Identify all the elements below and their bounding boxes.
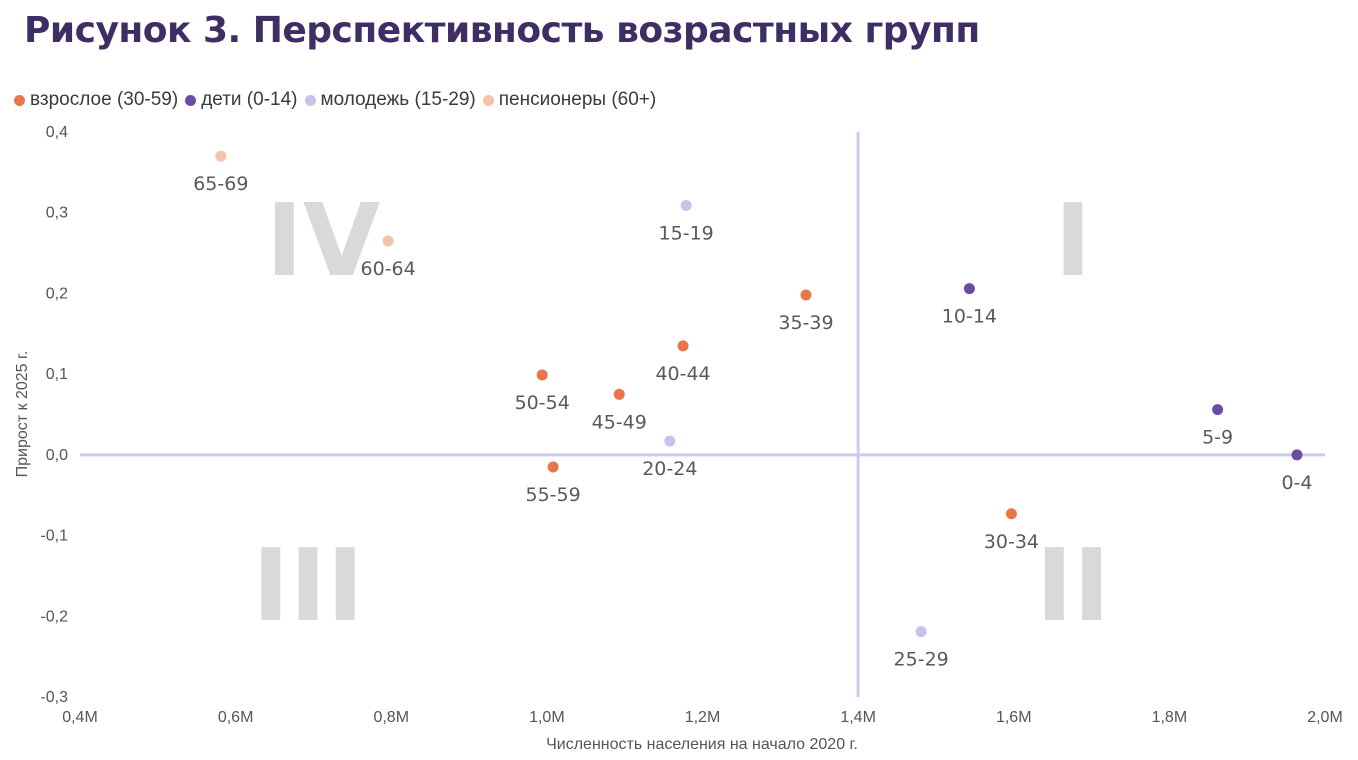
- point-marker[interactable]: [547, 461, 559, 473]
- point-label: 65-69: [193, 173, 248, 195]
- quadrant-label-top-right: I: [1054, 182, 1091, 299]
- legend-label: взрослое (30-59): [30, 89, 179, 110]
- data-point-60-64[interactable]: 60-64: [361, 235, 416, 280]
- point-marker[interactable]: [382, 235, 394, 247]
- quadrant-label-top-left: IV: [266, 182, 381, 299]
- point-label: 10-14: [942, 306, 997, 328]
- point-marker[interactable]: [915, 626, 927, 638]
- y-tick-label: -0,1: [40, 528, 68, 545]
- data-point-55-59[interactable]: 55-59: [525, 461, 581, 506]
- data-point-15-19[interactable]: 15-19: [659, 199, 714, 245]
- point-marker[interactable]: [680, 199, 692, 211]
- legend-item-youth[interactable]: молодежь (15-29): [304, 89, 476, 111]
- x-tick-label: 0,6M: [218, 709, 254, 726]
- data-point-20-24[interactable]: 20-24: [642, 435, 697, 481]
- point-label: 35-39: [778, 312, 833, 334]
- data-point-10-14[interactable]: 10-14: [942, 283, 997, 328]
- x-tick-label: 1,8M: [1152, 709, 1188, 726]
- point-marker[interactable]: [613, 388, 625, 400]
- legend-dot-icon: [304, 94, 316, 106]
- legend-item-children[interactable]: дети (0-14): [185, 89, 298, 111]
- point-marker[interactable]: [800, 289, 812, 301]
- data-point-30-34[interactable]: 30-34: [984, 508, 1039, 553]
- point-label: 5-9: [1202, 427, 1233, 449]
- legend-label: молодежь (15-29): [320, 89, 476, 110]
- y-axis: 0,4 0,3 0,2 0,1 0,0 -0,1 -0,2 -0,3: [40, 124, 68, 706]
- page-title: Рисунок 3. Перспективность возрастных гр…: [24, 10, 980, 51]
- x-axis-title: Численность населения на начало 2020 г.: [546, 736, 858, 753]
- point-label: 50-54: [515, 392, 570, 414]
- point-marker[interactable]: [536, 369, 548, 381]
- y-tick-label: 0,2: [46, 285, 68, 302]
- point-label: 25-29: [894, 649, 949, 671]
- y-tick-label: -0,2: [40, 608, 68, 625]
- point-marker[interactable]: [677, 340, 689, 352]
- data-point-45-49[interactable]: 45-49: [592, 388, 647, 434]
- data-point-5-9[interactable]: 5-9: [1202, 404, 1233, 449]
- x-axis: 0,4M 0,6M 0,8M 1,0M 1,2M 1,4M 1,6M 1,8M 2,0M: [62, 709, 1343, 726]
- x-tick-label: 1,4M: [840, 709, 876, 726]
- point-label: 45-49: [592, 411, 647, 433]
- y-tick-label: 0,3: [46, 205, 68, 222]
- quadrant-label-bottom-right: II: [1036, 527, 1110, 644]
- legend-label: пенсионеры (60+): [498, 89, 657, 110]
- point-label: 60-64: [361, 258, 416, 280]
- x-tick-label: 0,8M: [373, 709, 409, 726]
- x-tick-label: 1,0M: [529, 709, 565, 726]
- legend-dot-icon: [185, 94, 197, 106]
- y-tick-label: 0,1: [46, 366, 68, 383]
- y-axis-title: Прирост к 2025 г.: [14, 351, 31, 478]
- point-marker[interactable]: [963, 283, 975, 295]
- point-marker[interactable]: [1291, 449, 1303, 461]
- point-marker[interactable]: [215, 150, 227, 162]
- point-label: 40-44: [655, 363, 710, 385]
- data-point-35-39[interactable]: 35-39: [778, 289, 834, 335]
- point-label: 0-4: [1281, 472, 1312, 494]
- point-label: 20-24: [642, 458, 697, 480]
- y-tick-label: 0,4: [46, 124, 68, 141]
- quadrant-label-bottom-left: III: [252, 527, 364, 644]
- point-marker[interactable]: [1212, 404, 1224, 416]
- data-point-25-29[interactable]: 25-29: [894, 626, 949, 671]
- x-tick-label: 1,6M: [996, 709, 1032, 726]
- x-tick-label: 0,4M: [62, 709, 98, 726]
- legend-label: дети (0-14): [201, 89, 298, 110]
- y-tick-label: 0,0: [46, 447, 68, 464]
- x-tick-label: 1,2M: [685, 709, 721, 726]
- legend-dot-icon: [14, 94, 25, 106]
- data-points: 30-34 35-39 40-44 45-49 50-54 55-59 0-4 5-9 10-1…: [193, 150, 1313, 671]
- point-label: 30-34: [984, 531, 1039, 553]
- x-tick-label: 2,0M: [1307, 709, 1343, 726]
- legend-item-pensioners[interactable]: пенсионеры (60+): [482, 89, 657, 111]
- legend-dot-icon: [482, 94, 494, 106]
- point-label: 15-19: [659, 222, 714, 244]
- data-point-65-69[interactable]: 65-69: [193, 150, 248, 196]
- data-point-40-44[interactable]: 40-44: [655, 340, 711, 385]
- legend-item-adult[interactable]: взрослое (30-59): [14, 89, 178, 111]
- point-marker[interactable]: [664, 435, 676, 447]
- data-point-0-4[interactable]: 0-4: [1281, 449, 1313, 494]
- y-tick-label: -0,3: [40, 689, 68, 706]
- reference-lines: [80, 132, 1325, 697]
- point-label: 55-59: [525, 484, 580, 506]
- point-marker[interactable]: [1005, 508, 1017, 520]
- data-point-50-54[interactable]: 50-54: [515, 369, 570, 414]
- chart-legend: взрослое (30-59) дети (0-14) молодежь (1…: [14, 89, 663, 111]
